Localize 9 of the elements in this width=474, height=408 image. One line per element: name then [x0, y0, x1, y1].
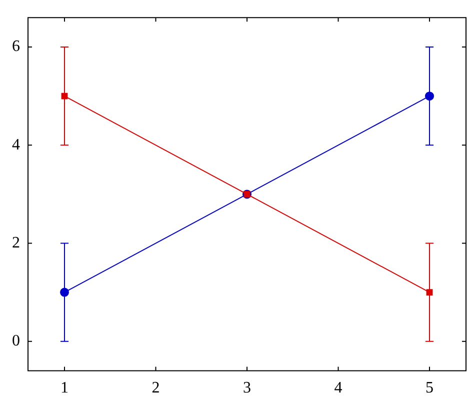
y-tick-label: 2 [12, 234, 20, 252]
x-tick-label: 1 [60, 380, 68, 397]
x-tick-label: 4 [334, 380, 342, 397]
y-tick-label: 4 [12, 136, 20, 154]
x-tick-label: 5 [426, 380, 434, 397]
y-tick-label: 0 [12, 332, 20, 350]
x-tick-label: 3 [243, 380, 251, 397]
x-tick-label: 2 [152, 380, 160, 397]
y-tick-label: 6 [12, 38, 20, 56]
